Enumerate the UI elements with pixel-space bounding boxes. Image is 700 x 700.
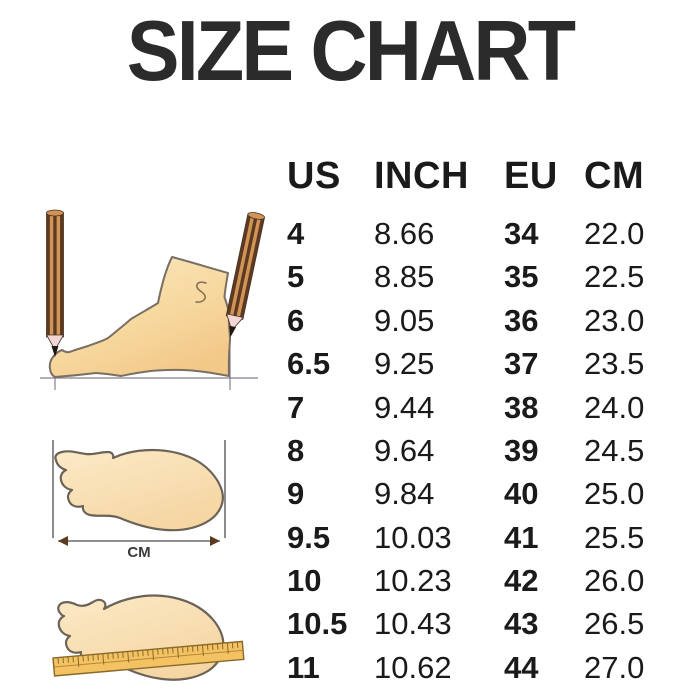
svg-text:CM: CM — [127, 544, 150, 561]
